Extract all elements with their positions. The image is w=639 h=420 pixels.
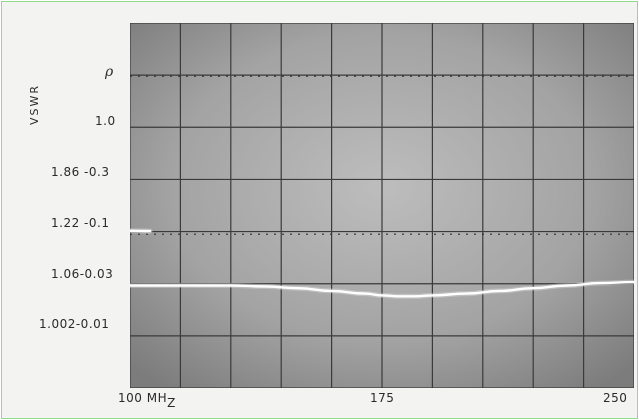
y-tick-label: 1.06-0.03 [51,267,114,281]
gridlines [130,23,634,388]
y-axis-label-left: VSWR [28,83,42,126]
series-layer [130,228,634,299]
x-tick-label: 175 [370,391,395,405]
y-tick-label: 1.0 [95,114,116,128]
y-tick-label: 1.86 -0.3 [51,165,110,179]
y-tick-label: 1.22 -0.1 [51,216,110,230]
series-line-vswr-trace [130,280,634,298]
x-tick-label: 100 MHZ [118,391,176,410]
x-tick-label: 250 [603,391,628,405]
plot-area [130,23,634,388]
y-axis-label-right: ρ [105,64,114,80]
x-tick-unit-subscript: Z [167,396,176,410]
x-tick-label-text: 100 MH [118,391,168,405]
y-tick-label: 1.002-0.01 [39,317,110,331]
